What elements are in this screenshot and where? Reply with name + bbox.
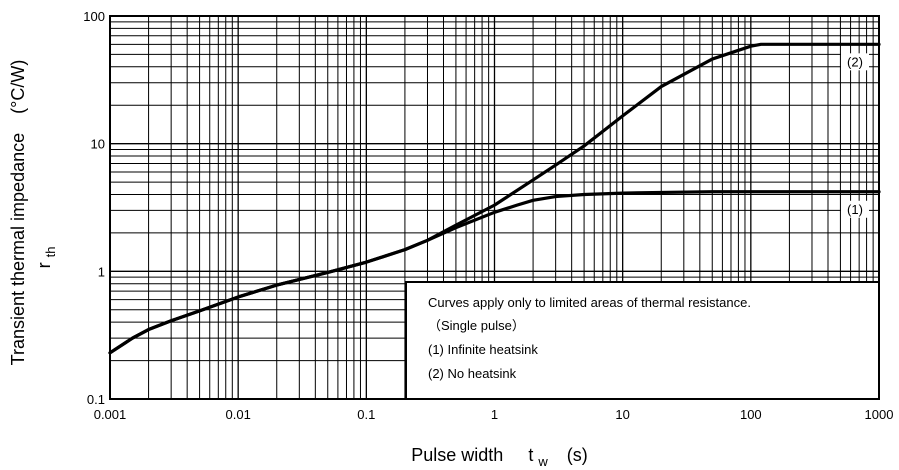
curve-2 <box>108 42 881 355</box>
legend-note-box: Curves apply only to limited areas of th… <box>405 281 880 400</box>
y-axis-symbol-label: r th <box>34 247 58 269</box>
y-axis-subscript: th <box>43 247 58 258</box>
note-line: (2) No heatsink <box>428 366 517 381</box>
x-tick-label: 10 <box>615 407 629 422</box>
x-tick-label: 0.01 <box>226 407 251 422</box>
x-tick-labels: 0.001 0.01 0.1 1 10 100 1000 <box>94 407 894 422</box>
curve-label-bg <box>841 200 869 218</box>
y-tick-labels: 0.1 1 10 100 <box>83 9 105 407</box>
x-axis-unit: (s) <box>567 445 588 465</box>
x-axis-label: Pulse width t w (s) <box>411 445 588 470</box>
y-axis-label: Transient thermal impedance (°C/W) <box>8 60 28 366</box>
x-tick-label: 1000 <box>865 407 894 422</box>
curve-label-1: (1) <box>847 202 863 217</box>
x-axis-symbol: t <box>528 445 533 465</box>
y-axis-unit: (°C/W) <box>8 60 28 114</box>
x-tick-label: 1 <box>491 407 498 422</box>
note-line: （Single pulse） <box>428 318 525 333</box>
y-tick-label: 10 <box>91 137 105 152</box>
note-line: Curves apply only to limited areas of th… <box>428 295 751 310</box>
x-tick-label: 0.001 <box>94 407 127 422</box>
y-tick-label: 1 <box>98 264 105 279</box>
x-axis-title: Pulse width <box>411 445 503 465</box>
curve-label-2: (2) <box>847 54 863 69</box>
curve-label-bg <box>841 53 869 71</box>
note-line: (1) Infinite heatsink <box>428 342 538 357</box>
x-tick-label: 100 <box>740 407 762 422</box>
curve-labels: (1) (2) <box>841 53 869 218</box>
y-tick-label: 0.1 <box>87 392 105 407</box>
note-box <box>405 281 880 400</box>
x-tick-label: 0.1 <box>357 407 375 422</box>
y-tick-label: 100 <box>83 9 105 24</box>
y-axis-symbol: r <box>34 262 54 268</box>
curves <box>108 42 881 355</box>
x-axis-subscript: w <box>537 454 548 469</box>
y-axis-title: Transient thermal impedance <box>8 133 28 365</box>
